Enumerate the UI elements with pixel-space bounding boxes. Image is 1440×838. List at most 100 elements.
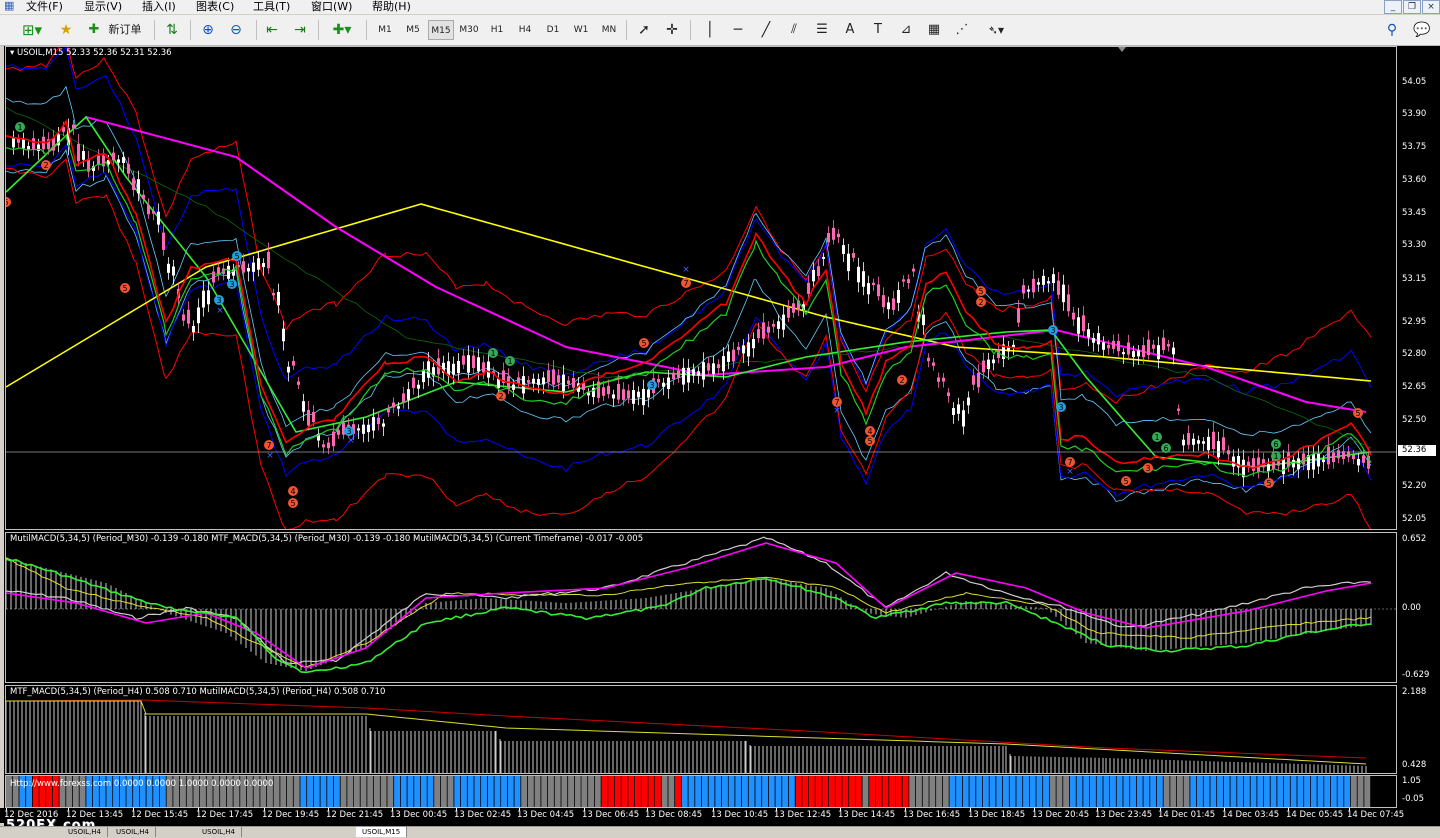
candle-body [732,349,735,362]
menu-tools[interactable]: 工具(T) [253,0,291,13]
signal-bar [1009,776,1016,807]
timeframe-mn[interactable]: MN [601,25,617,35]
menu-charts[interactable]: 图表(C) [196,0,235,13]
signal-bar [474,776,481,807]
price-scale[interactable]: 54.05 53.90 53.75 53.60 53.45 53.30 53.1… [1398,46,1440,530]
timeframe-h1[interactable]: H1 [490,25,504,35]
signal-marker [1353,408,1363,418]
price-tick: 53.75 [1402,142,1427,152]
signal-bar-pane[interactable]: Http://www.forexss.com 0.0000 0.0000 1.0… [5,775,1397,808]
candle-body [367,424,370,433]
fibo-fan-icon[interactable]: ⊿ [900,22,912,37]
candle-body [952,408,955,416]
text-label-icon[interactable]: T [874,22,882,37]
h4-macd-pane[interactable]: MTF_MACD(5,34,5) (Period_H4) 0.508 0.710… [5,685,1397,774]
candle-body [162,232,165,250]
chart-tab-active[interactable]: USOIL,M15 [356,827,408,837]
signal-bar [293,776,300,807]
text-tool-icon[interactable]: A [845,22,855,37]
signal-bar [849,776,855,807]
arrows-icon[interactable]: ➴▾ [987,23,1005,37]
minimize-icon[interactable]: _ [1384,0,1402,14]
candle-body [442,362,445,373]
candle-body [527,380,530,383]
equidistant-channel-icon[interactable]: ⫽ [791,22,797,37]
candle-body [142,194,145,199]
macd-pane[interactable]: MutilMACD(5,34,5) (Period_M30) -0.139 -0… [5,532,1397,683]
menu-view[interactable]: 显示(V) [84,0,123,13]
search-icon[interactable]: ⚲ [1386,22,1398,38]
profiles-icon[interactable]: ★ [59,22,73,38]
separator [366,20,367,40]
timeframe-m5[interactable]: M5 [406,25,420,35]
indicators-icon[interactable]: ✚▾ [332,22,352,38]
new-chart-icon[interactable]: ⊞▾ [21,21,43,39]
signal-bar [1324,776,1331,807]
new-order-icon[interactable]: ✚ [88,22,100,37]
candle-body [1217,441,1220,458]
signal-bar [367,776,374,807]
candle-body [812,269,815,282]
candle-body [927,357,930,362]
signal-marker-label: 5 [1123,477,1128,486]
trendline-icon[interactable]: ╱ [761,22,771,38]
timeframe-h4[interactable]: H4 [518,25,532,35]
restore-icon[interactable]: ❐ [1403,0,1421,14]
signal-marker-label: 5 [641,339,646,348]
menu-window[interactable]: 窗口(W) [311,0,353,13]
signal-marker [976,297,986,307]
chart-tab[interactable]: USOIL,H4 [110,827,156,837]
zoom-out-icon[interactable]: ⊖ [230,22,242,38]
vertical-line-icon[interactable]: │ [705,22,715,38]
crosshair-icon[interactable]: ✛ [666,22,678,38]
signal-bar [119,776,126,807]
timeframe-m15[interactable]: M15 [428,20,454,40]
timeframe-m30[interactable]: M30 [459,25,479,35]
horizontal-line-icon[interactable]: ─ [733,22,743,38]
timeframe-w1[interactable]: W1 [573,25,589,35]
signal-bar [889,776,896,807]
candle-body [487,361,490,378]
candle-body [237,265,240,268]
timeframe-m1[interactable]: M1 [378,25,392,35]
signal-bar [635,776,641,807]
candle-body [867,283,870,295]
cursor-icon[interactable]: ➚ [638,22,650,38]
zoom-in-icon[interactable]: ⊕ [202,22,214,38]
close-icon[interactable]: × [1422,0,1440,14]
chart-tab[interactable]: USOIL,H4 [62,827,108,837]
gann-fan-icon[interactable]: ⋰ [955,22,969,37]
candle-body [1067,294,1070,312]
signal-bar [193,776,200,807]
menu-insert[interactable]: 插入(I) [142,0,176,13]
autotrading-icon[interactable]: ⇅ [166,22,178,38]
chart-tab[interactable]: USOIL,H4 [196,827,242,837]
signal-bar [93,776,99,807]
chart-shift-icon[interactable]: ⇤ [266,22,278,38]
signal-bar [72,776,79,807]
main-price-pane[interactable]: 1255335745311253774525233753165615××××××… [5,46,1397,530]
timeframe-d1[interactable]: D1 [546,25,560,35]
signal-bar [962,776,969,807]
signal-marker [1152,432,1162,442]
shift-marker-icon [1118,47,1126,52]
signal-bar [1257,776,1264,807]
signal-marker [1271,451,1281,461]
candle-body [12,137,15,148]
candle-body [407,389,410,400]
candle-body [987,359,990,370]
menu-help[interactable]: 帮助(H) [372,0,411,13]
signal-bar [213,776,220,807]
gann-grid-icon[interactable]: ▦ [927,22,941,37]
new-order-button[interactable]: 新订单 [108,23,142,36]
candle-body [1177,408,1180,411]
chat-icon[interactable]: 💬 [1413,22,1431,38]
candle-body [607,385,610,395]
fibonacci-icon[interactable]: ☰ [816,22,828,37]
app-icon[interactable]: ▦ [4,0,15,12]
candle-body [552,369,555,385]
auto-scroll-icon[interactable]: ⇥ [294,22,306,38]
signal-bar [976,776,983,807]
menu-file[interactable]: 文件(F) [26,0,63,13]
signal-marker [41,160,51,170]
